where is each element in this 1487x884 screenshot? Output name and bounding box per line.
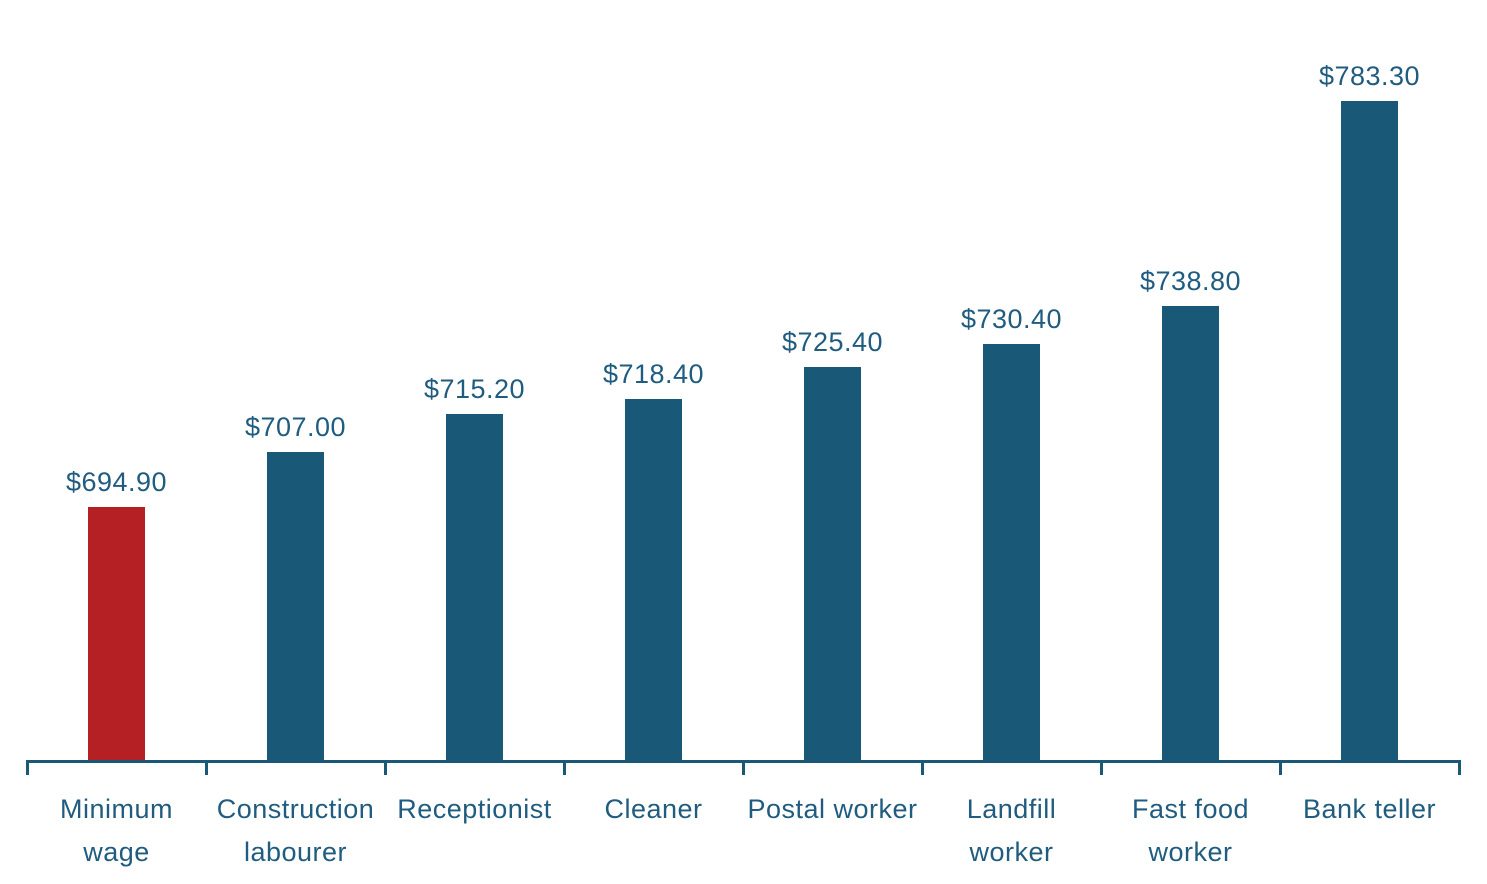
x-axis-tick: [204, 760, 208, 775]
x-axis-tick: [1457, 760, 1461, 775]
x-axis-tick: [1099, 760, 1103, 775]
bar-value-label: $694.90: [65, 467, 168, 497]
x-axis-category-label: Fast food worker: [1131, 794, 1250, 867]
bar-value-label: $725.40: [781, 327, 884, 357]
x-axis-tick: [1278, 760, 1282, 775]
bar: [983, 344, 1040, 760]
x-axis-tick: [741, 760, 745, 775]
x-axis-tick: [383, 760, 387, 775]
bar: [1341, 101, 1398, 760]
bar-highlighted: [88, 507, 145, 760]
bar-value-label: $718.40: [602, 359, 705, 389]
bar: [446, 414, 503, 760]
bar-value-label: $707.00: [244, 412, 347, 442]
x-axis-category-label: Landfill worker: [966, 794, 1057, 867]
x-axis-category-label: Minimum wage: [59, 794, 173, 867]
bar-value-label: $738.80: [1139, 266, 1242, 296]
bar: [804, 367, 861, 760]
bar-value-label: $730.40: [960, 304, 1063, 334]
bar: [267, 452, 324, 760]
bar: [625, 399, 682, 760]
bar-value-label: $783.30: [1318, 61, 1421, 91]
x-axis-category-label: Cleaner: [604, 794, 703, 824]
x-axis-category-label: Postal worker: [747, 794, 918, 824]
x-axis-category-label: Receptionist: [397, 794, 552, 824]
x-axis-tick: [562, 760, 566, 775]
x-axis-category-label: Construction labourer: [216, 794, 375, 867]
x-axis-tick: [920, 760, 924, 775]
x-axis-category-label: Bank teller: [1302, 794, 1437, 824]
bar-value-label: $715.20: [423, 374, 526, 404]
bar: [1162, 306, 1219, 760]
x-axis-tick: [25, 760, 29, 775]
